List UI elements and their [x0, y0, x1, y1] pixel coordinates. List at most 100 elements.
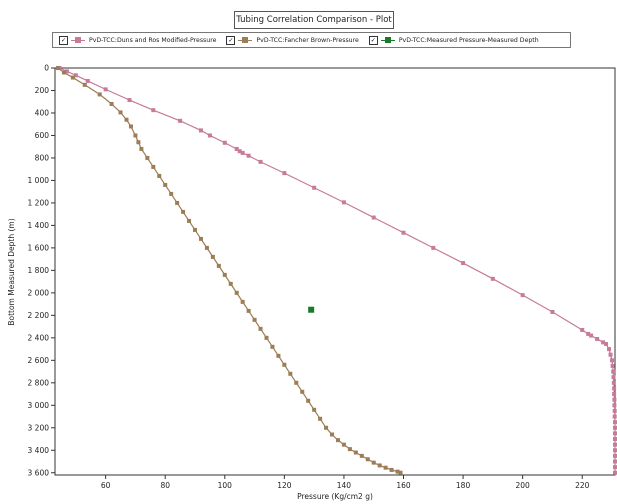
- data-point[interactable]: [178, 118, 183, 123]
- data-point[interactable]: [383, 465, 388, 470]
- legend-item-duns-ros[interactable]: ✓ PvD-TCC:Duns and Ros Modified-Pressure: [59, 35, 216, 45]
- data-point[interactable]: [198, 128, 203, 133]
- data-point[interactable]: [139, 146, 144, 151]
- data-point[interactable]: [103, 87, 108, 92]
- data-point[interactable]: [580, 327, 585, 332]
- legend-item-measured[interactable]: ✓ PvD-TCC:Measured Pressure-Measured Dep…: [368, 35, 539, 45]
- data-point[interactable]: [61, 70, 66, 75]
- data-point[interactable]: [169, 191, 174, 196]
- data-point[interactable]: [240, 299, 245, 304]
- data-point[interactable]: [163, 182, 168, 187]
- data-point[interactable]: [193, 227, 197, 232]
- data-point[interactable]: [613, 425, 617, 430]
- data-point[interactable]: [207, 133, 212, 138]
- data-point[interactable]: [318, 416, 323, 421]
- data-point[interactable]: [595, 336, 600, 341]
- data-point[interactable]: [341, 442, 346, 447]
- data-point[interactable]: [401, 230, 406, 235]
- legend-item-fancher-brown[interactable]: ✓ PvD-TCC:Fancher Brown-Pressure: [226, 35, 359, 45]
- data-point[interactable]: [264, 335, 269, 340]
- data-point[interactable]: [612, 414, 617, 419]
- data-point[interactable]: [359, 453, 364, 458]
- data-point[interactable]: [335, 438, 340, 443]
- data-point[interactable]: [234, 146, 239, 151]
- data-point[interactable]: [128, 124, 133, 129]
- data-point[interactable]: [613, 442, 617, 447]
- data-point[interactable]: [377, 463, 382, 468]
- data-point[interactable]: [613, 465, 617, 470]
- data-point[interactable]: [288, 371, 293, 376]
- data-point[interactable]: [294, 380, 299, 385]
- data-point[interactable]: [124, 117, 129, 122]
- data-point[interactable]: [610, 363, 615, 368]
- data-point[interactable]: [520, 293, 525, 298]
- data-point[interactable]: [613, 448, 617, 453]
- data-point[interactable]: [613, 420, 617, 425]
- data-point[interactable]: [461, 261, 466, 266]
- data-point[interactable]: [601, 340, 606, 345]
- data-point[interactable]: [306, 398, 311, 403]
- data-point[interactable]: [431, 245, 436, 250]
- data-point[interactable]: [181, 209, 186, 214]
- data-point[interactable]: [312, 185, 317, 190]
- data-point[interactable]: [73, 73, 78, 78]
- data-point[interactable]: [282, 171, 287, 176]
- data-point[interactable]: [612, 386, 617, 391]
- data-point[interactable]: [222, 272, 227, 277]
- data-point[interactable]: [97, 92, 102, 97]
- data-point[interactable]: [145, 155, 150, 160]
- data-point[interactable]: [133, 133, 138, 138]
- data-point[interactable]: [613, 431, 617, 436]
- data-point[interactable]: [246, 308, 251, 313]
- data-point[interactable]: [353, 450, 358, 455]
- data-point[interactable]: [82, 82, 87, 87]
- data-point[interactable]: [312, 407, 317, 412]
- data-point[interactable]: [151, 108, 156, 113]
- data-point[interactable]: [70, 75, 75, 80]
- data-point[interactable]: [330, 432, 335, 437]
- legend-checkbox[interactable]: ✓: [226, 35, 236, 45]
- data-point[interactable]: [613, 459, 617, 464]
- data-point[interactable]: [324, 425, 329, 430]
- data-point[interactable]: [252, 317, 257, 322]
- data-point[interactable]: [371, 460, 376, 465]
- data-point[interactable]: [398, 470, 403, 475]
- data-point[interactable]: [240, 150, 245, 155]
- data-point[interactable]: [109, 101, 114, 106]
- data-point[interactable]: [237, 149, 242, 154]
- data-point[interactable]: [604, 342, 609, 347]
- data-point[interactable]: [64, 69, 69, 74]
- data-point[interactable]: [127, 98, 132, 103]
- data-point[interactable]: [85, 78, 90, 83]
- legend-checkbox[interactable]: ✓: [59, 35, 68, 45]
- data-point[interactable]: [246, 153, 251, 158]
- data-point[interactable]: [258, 326, 263, 331]
- data-point[interactable]: [371, 215, 376, 220]
- data-point[interactable]: [175, 200, 180, 205]
- data-point[interactable]: [216, 263, 221, 268]
- data-point[interactable]: [607, 347, 612, 352]
- data-point[interactable]: [395, 469, 400, 474]
- data-point[interactable]: [228, 281, 233, 286]
- data-point[interactable]: [300, 389, 305, 394]
- data-point[interactable]: [613, 453, 617, 458]
- data-point[interactable]: [612, 392, 617, 397]
- data-point[interactable]: [282, 362, 287, 367]
- data-point[interactable]: [490, 276, 495, 281]
- data-point[interactable]: [308, 306, 315, 313]
- data-point[interactable]: [341, 200, 346, 205]
- legend-checkbox[interactable]: ✓: [368, 35, 378, 45]
- data-point[interactable]: [612, 397, 617, 402]
- data-point[interactable]: [611, 369, 616, 374]
- data-point[interactable]: [611, 375, 616, 380]
- data-point[interactable]: [608, 352, 613, 357]
- data-point[interactable]: [586, 331, 591, 336]
- data-point[interactable]: [613, 437, 617, 442]
- data-point[interactable]: [210, 254, 215, 259]
- data-point[interactable]: [187, 218, 192, 223]
- data-point[interactable]: [276, 353, 281, 358]
- data-point[interactable]: [151, 164, 156, 169]
- data-point[interactable]: [550, 309, 555, 314]
- data-point[interactable]: [222, 140, 227, 145]
- data-point[interactable]: [611, 380, 616, 385]
